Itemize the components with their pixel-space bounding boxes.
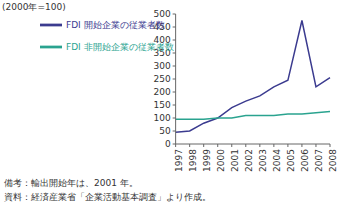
svg-text:450: 450 [153,22,170,32]
svg-text:400: 400 [153,35,170,45]
svg-text:2007: 2007 [314,149,324,172]
svg-text:50: 50 [159,126,171,136]
svg-text:2002: 2002 [244,149,254,172]
svg-text:2001: 2001 [230,149,240,172]
svg-text:2004: 2004 [272,149,282,172]
svg-text:0: 0 [165,139,171,149]
svg-text:2005: 2005 [286,149,296,172]
svg-text:500: 500 [153,9,170,19]
svg-text:1997: 1997 [174,149,184,172]
svg-text:2003: 2003 [258,149,268,172]
svg-text:2006: 2006 [300,149,310,172]
svg-text:350: 350 [153,48,170,58]
svg-text:100: 100 [153,113,170,123]
svg-text:2008: 2008 [328,149,332,172]
svg-text:150: 150 [153,100,170,110]
svg-text:1999: 1999 [202,149,212,172]
svg-text:250: 250 [153,74,170,84]
svg-text:300: 300 [153,61,170,71]
svg-text:2000: 2000 [216,149,226,172]
svg-text:200: 200 [153,87,170,97]
svg-text:1998: 1998 [188,149,198,172]
